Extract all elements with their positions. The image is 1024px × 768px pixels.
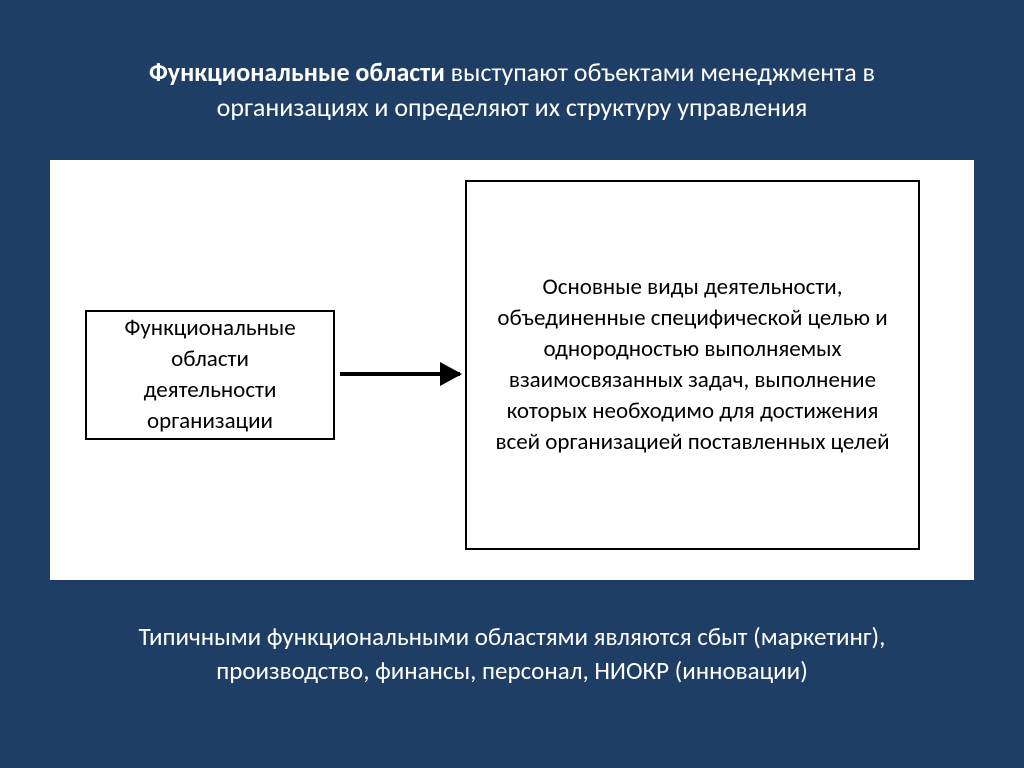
slide-footer: Типичными функциональными областями явля… [50, 620, 974, 688]
node-right-label: Основные виды деятельности, объединенные… [485, 272, 900, 458]
diagram-node-left: Функциональные области деятельности орга… [85, 310, 335, 440]
slide: Функциональные области выступают объекта… [0, 0, 1024, 768]
diagram-panel: Функциональные области деятельности орга… [50, 160, 974, 580]
diagram-node-right: Основные виды деятельности, объединенные… [465, 180, 920, 550]
slide-title: Функциональные области выступают объекта… [50, 55, 974, 125]
title-bold: Функциональные области [149, 56, 445, 88]
arrow-icon [340, 372, 460, 376]
node-left-label: Функциональные области деятельности орга… [105, 313, 315, 437]
